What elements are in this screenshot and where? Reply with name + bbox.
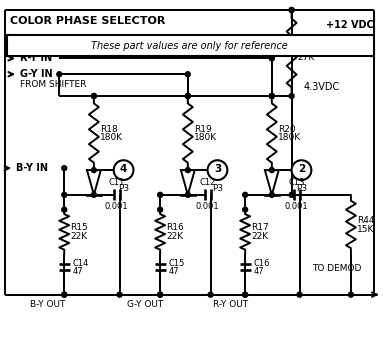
Text: FROM SHIFTER: FROM SHIFTER (20, 80, 86, 89)
Text: 27K: 27K (298, 53, 315, 62)
Text: 22K: 22K (166, 232, 183, 241)
Text: 0.001: 0.001 (105, 202, 129, 211)
Circle shape (62, 192, 67, 197)
Circle shape (291, 160, 311, 180)
Circle shape (185, 192, 190, 197)
Polygon shape (265, 170, 279, 195)
Text: 180K: 180K (194, 134, 217, 143)
Text: 15K: 15K (357, 225, 374, 234)
Circle shape (243, 207, 248, 212)
Bar (7, 35, 374, 57)
Circle shape (270, 192, 274, 197)
Circle shape (185, 94, 190, 98)
Text: R-Y OUT: R-Y OUT (213, 300, 248, 309)
Text: C12: C12 (199, 179, 216, 188)
Circle shape (270, 94, 274, 98)
Text: 0.001: 0.001 (196, 202, 219, 211)
Circle shape (91, 94, 96, 98)
Circle shape (114, 160, 134, 180)
Circle shape (243, 292, 248, 297)
Circle shape (185, 168, 190, 172)
Circle shape (62, 207, 67, 212)
Text: R21: R21 (298, 45, 315, 54)
Text: 3: 3 (214, 164, 221, 174)
Circle shape (270, 56, 274, 61)
Text: 180K: 180K (278, 134, 301, 143)
Circle shape (158, 292, 162, 297)
Circle shape (270, 94, 274, 98)
Circle shape (91, 192, 96, 197)
Text: C11: C11 (109, 179, 125, 188)
Text: 47: 47 (254, 267, 264, 276)
Text: R-Y IN: R-Y IN (20, 53, 52, 63)
Text: C16: C16 (254, 258, 270, 267)
Text: P3: P3 (118, 184, 129, 193)
Text: R44: R44 (357, 216, 374, 225)
Text: R17: R17 (251, 224, 269, 233)
Text: P3: P3 (212, 184, 223, 193)
Circle shape (91, 94, 96, 98)
Text: +12 VDC: +12 VDC (326, 20, 374, 30)
Text: TO DEMOD: TO DEMOD (312, 265, 362, 274)
Circle shape (158, 292, 162, 297)
Circle shape (185, 94, 190, 98)
Circle shape (208, 292, 213, 297)
Text: B-Y OUT: B-Y OUT (30, 300, 65, 309)
Circle shape (62, 166, 67, 171)
Text: C15: C15 (169, 258, 185, 267)
Text: R16: R16 (166, 224, 184, 233)
Text: 0.001: 0.001 (285, 202, 308, 211)
Text: C14: C14 (73, 258, 89, 267)
Text: 4.3VDC: 4.3VDC (303, 82, 340, 92)
Text: 22K: 22K (251, 232, 268, 241)
Text: 2: 2 (298, 164, 305, 174)
Text: R18: R18 (100, 125, 117, 134)
Text: 47: 47 (73, 267, 83, 276)
Text: R19: R19 (194, 125, 211, 134)
Text: These part values are only for reference: These part values are only for reference (91, 41, 288, 50)
Circle shape (243, 292, 248, 297)
Polygon shape (87, 170, 101, 195)
Circle shape (62, 292, 67, 297)
Circle shape (243, 192, 248, 197)
Circle shape (297, 292, 302, 297)
Text: 4: 4 (120, 164, 127, 174)
Text: 47: 47 (169, 267, 179, 276)
Circle shape (289, 8, 294, 13)
Circle shape (348, 292, 353, 297)
Text: 22K: 22K (70, 232, 87, 241)
Circle shape (158, 192, 162, 197)
Text: R20: R20 (278, 125, 295, 134)
Circle shape (91, 168, 96, 172)
Text: COLOR PHASE SELECTOR: COLOR PHASE SELECTOR (10, 16, 165, 26)
Circle shape (289, 94, 294, 98)
Circle shape (289, 8, 294, 13)
Polygon shape (181, 170, 195, 195)
Text: 180K: 180K (100, 134, 123, 143)
Circle shape (57, 72, 62, 77)
Text: P3: P3 (296, 184, 307, 193)
Text: R15: R15 (70, 224, 88, 233)
Circle shape (185, 72, 190, 77)
Circle shape (289, 192, 294, 197)
Text: B-Y IN: B-Y IN (16, 163, 48, 173)
Circle shape (208, 160, 228, 180)
Circle shape (62, 292, 67, 297)
Circle shape (158, 207, 162, 212)
Text: C13: C13 (288, 179, 305, 188)
Text: G-Y IN: G-Y IN (20, 69, 52, 79)
Circle shape (270, 168, 274, 172)
Text: G-Y OUT: G-Y OUT (127, 300, 163, 309)
Circle shape (117, 292, 122, 297)
